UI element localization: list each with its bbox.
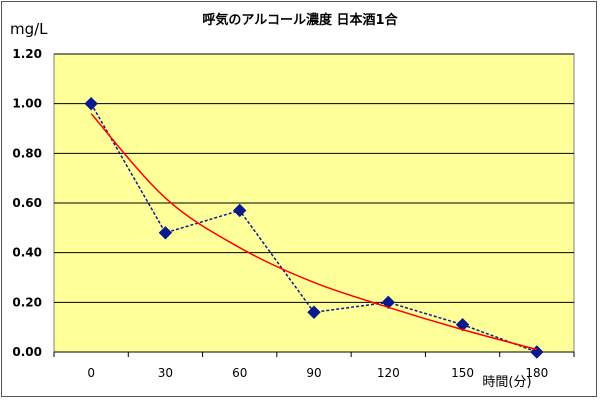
chart-title: 呼気のアルコール濃度 日本酒1合 — [202, 12, 398, 28]
data-point — [381, 295, 395, 310]
data-point — [307, 305, 321, 319]
y-axis-ticks: 0.00 0.20 0.40 0.60 0.80 1.00 1.20 — [12, 47, 42, 359]
gridlines — [53, 53, 575, 357]
x-tick-label: 180 — [525, 366, 548, 380]
data-point — [158, 226, 173, 240]
y-tick-label: 0.40 — [12, 246, 42, 260]
x-tick-label: 90 — [306, 366, 321, 380]
series-layer — [84, 96, 544, 359]
x-tick-label: 150 — [451, 366, 474, 380]
x-tick-label: 120 — [377, 366, 400, 380]
x-tick-label: 60 — [232, 366, 247, 380]
y-tick-label: 1.00 — [12, 97, 42, 111]
x-axis-label: 時間(分) — [482, 375, 531, 390]
data-point — [455, 317, 470, 332]
data-point — [84, 96, 98, 111]
y-tick-label: 0.00 — [12, 345, 42, 359]
x-tick-label: 0 — [87, 366, 95, 380]
y-axis-unit: mg/L — [10, 20, 48, 38]
trendline — [90, 113, 538, 351]
y-tick-label: 0.80 — [12, 146, 42, 160]
y-tick-label: 0.60 — [12, 196, 42, 210]
data-point — [233, 203, 247, 218]
x-tick-label: 30 — [158, 366, 173, 380]
y-tick-label: 1.20 — [12, 47, 42, 61]
x-axis-ticks: 0 30 60 90 120 150 180 — [87, 366, 548, 380]
y-tick-label: 0.20 — [12, 295, 42, 309]
